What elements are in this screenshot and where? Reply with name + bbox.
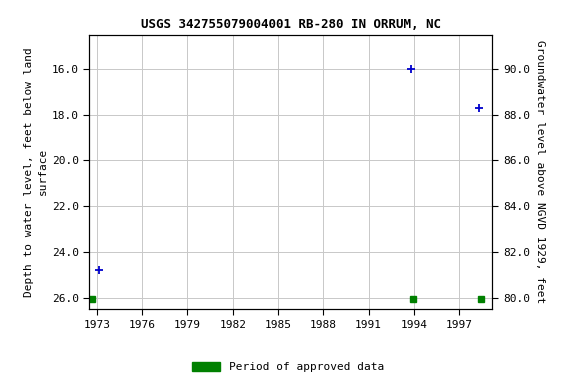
Y-axis label: Depth to water level, feet below land
surface: Depth to water level, feet below land su… — [25, 47, 48, 297]
Title: USGS 342755079004001 RB-280 IN ORRUM, NC: USGS 342755079004001 RB-280 IN ORRUM, NC — [141, 18, 441, 31]
Legend: Period of approved data: Period of approved data — [188, 357, 388, 377]
Y-axis label: Groundwater level above NGVD 1929, feet: Groundwater level above NGVD 1929, feet — [536, 40, 545, 303]
